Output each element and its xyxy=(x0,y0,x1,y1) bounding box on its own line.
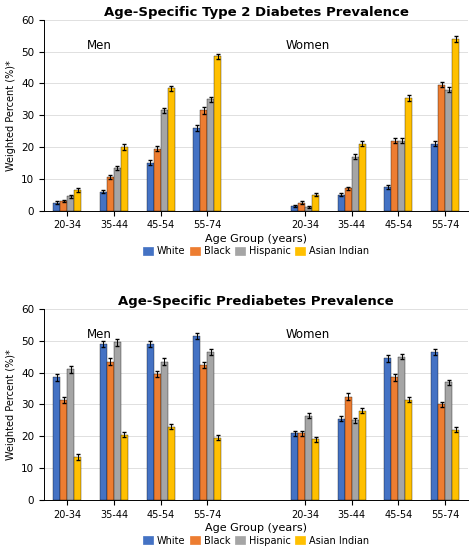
Bar xyxy=(399,140,405,210)
Bar xyxy=(100,191,107,210)
Bar xyxy=(445,382,452,500)
Bar xyxy=(345,396,352,500)
Bar xyxy=(352,157,359,210)
Bar xyxy=(405,98,412,210)
Bar xyxy=(100,344,107,500)
Bar xyxy=(161,361,168,500)
Bar xyxy=(154,374,161,500)
Bar xyxy=(193,128,200,210)
Title: Age-Specific Prediabetes Prevalence: Age-Specific Prediabetes Prevalence xyxy=(118,295,394,308)
Bar xyxy=(207,99,214,210)
Bar xyxy=(60,201,67,210)
Legend: White, Black, Hispanic, Asian Indian: White, Black, Hispanic, Asian Indian xyxy=(140,243,372,259)
Bar xyxy=(291,206,298,210)
Bar xyxy=(312,195,319,210)
Bar xyxy=(107,177,114,210)
Y-axis label: Weighted Percent (%)*: Weighted Percent (%)* xyxy=(6,60,16,170)
Bar xyxy=(352,420,359,500)
Bar xyxy=(338,419,345,500)
Bar xyxy=(384,359,392,500)
Bar xyxy=(74,190,81,210)
Y-axis label: Weighted Percent (%)*: Weighted Percent (%)* xyxy=(6,349,16,460)
Bar xyxy=(121,435,128,500)
Bar xyxy=(431,352,438,500)
Bar xyxy=(312,440,319,500)
Bar xyxy=(445,90,452,210)
Bar xyxy=(392,377,399,500)
Bar xyxy=(53,203,60,210)
Bar xyxy=(114,342,121,500)
Bar xyxy=(207,352,214,500)
Bar xyxy=(154,149,161,210)
Bar xyxy=(146,163,154,210)
Bar xyxy=(193,336,200,500)
Bar xyxy=(305,208,312,210)
Bar xyxy=(161,110,168,210)
Bar xyxy=(168,427,174,500)
Text: Women: Women xyxy=(286,328,330,341)
Bar xyxy=(146,344,154,500)
Bar xyxy=(114,168,121,210)
Bar xyxy=(214,438,221,500)
Bar xyxy=(298,203,305,210)
Bar xyxy=(53,377,60,500)
Bar xyxy=(359,144,366,210)
Bar xyxy=(200,110,207,210)
Text: Men: Men xyxy=(86,328,111,341)
Bar xyxy=(359,411,366,500)
Title: Age-Specific Type 2 Diabetes Prevalence: Age-Specific Type 2 Diabetes Prevalence xyxy=(104,6,409,18)
Bar xyxy=(121,147,128,210)
Bar xyxy=(384,186,392,210)
Bar xyxy=(168,88,174,210)
Bar xyxy=(345,188,352,210)
Bar xyxy=(452,430,459,500)
X-axis label: Age Group (years): Age Group (years) xyxy=(205,523,307,533)
Text: Women: Women xyxy=(286,39,330,52)
Text: Men: Men xyxy=(86,39,111,52)
Bar xyxy=(338,195,345,210)
Bar xyxy=(431,144,438,210)
Bar xyxy=(214,56,221,210)
Bar xyxy=(67,196,74,210)
Bar xyxy=(438,85,445,210)
Bar xyxy=(452,39,459,210)
X-axis label: Age Group (years): Age Group (years) xyxy=(205,234,307,244)
Bar xyxy=(200,365,207,500)
Bar xyxy=(107,361,114,500)
Legend: White, Black, Hispanic, Asian Indian: White, Black, Hispanic, Asian Indian xyxy=(140,533,372,548)
Bar xyxy=(291,433,298,500)
Bar xyxy=(305,416,312,500)
Bar xyxy=(74,457,81,500)
Bar xyxy=(60,400,67,500)
Bar xyxy=(67,370,74,500)
Bar xyxy=(438,405,445,500)
Bar xyxy=(392,140,399,210)
Bar xyxy=(399,357,405,500)
Bar xyxy=(405,400,412,500)
Bar xyxy=(298,433,305,500)
